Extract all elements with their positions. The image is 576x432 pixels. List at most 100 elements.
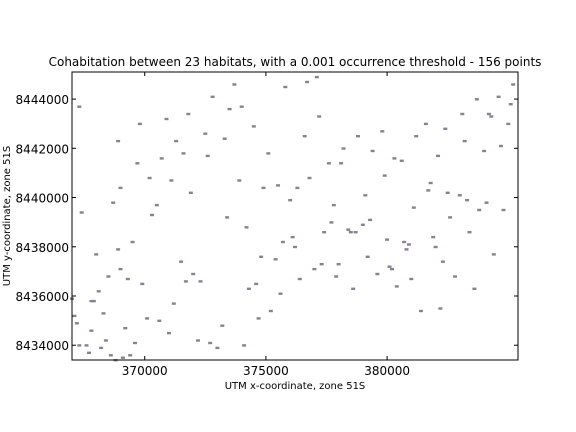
scatter-point [392,157,396,159]
scatter-point [354,231,358,233]
scatter-point [75,322,79,324]
scatter-point [356,135,360,137]
scatter-point [167,332,171,334]
scatter-point [419,310,423,312]
scatter-point [385,238,389,240]
scatter-point [155,204,159,206]
scatter-point [247,288,251,290]
x-axis-label: UTM x-coordinate, zone 51S [225,381,366,392]
scatter-point [375,273,379,275]
scatter-point [368,219,372,221]
scatter-point [123,327,127,329]
scatter-point [245,226,249,228]
scatter-point [279,293,283,295]
scatter-point [208,342,212,344]
scatter-point [87,352,91,354]
scatter-point [448,216,452,218]
scatter-point [281,241,285,243]
scatter-point [303,135,307,137]
scatter-point [351,288,355,290]
scatter-point [223,138,227,140]
scatter-point [199,280,203,282]
scatter-point [94,253,98,255]
points-layer [70,76,515,362]
scatter-point [424,123,428,125]
scatter-point [262,187,266,189]
scatter-point [165,118,169,120]
scatter-point [257,317,261,319]
scatter-point [329,221,333,223]
scatter-point [346,229,350,231]
scatter-point [186,113,190,115]
scatter-point [366,256,370,258]
scatter-point [111,202,115,204]
scatter-point [453,275,457,277]
scatter-point [390,268,394,270]
scatter-point [196,339,200,341]
scatter-point [274,258,278,260]
scatter-point [237,179,241,181]
scatter-point [315,76,319,78]
y-axis-ticks: 8434000 8436000 8438000 8440000 8442000 84440… [16,93,518,353]
scatter-point [298,278,302,280]
scatter-point [169,179,173,181]
scatter-point [225,216,229,218]
scatter-point [220,325,224,327]
scatter-point [320,263,324,265]
scatter-point [283,86,287,88]
scatter-point [429,182,433,184]
scatter-point [487,113,491,115]
scatter-point [414,135,418,137]
y-tick-label: 8438000 [16,241,69,255]
scatter-point [371,150,375,152]
scatter-point [463,140,467,142]
scatter-point [475,98,479,100]
scatter-point [172,302,176,304]
scatter-point [211,96,215,98]
scatter-point [179,261,183,263]
scatter-point [160,157,164,159]
y-tick-label: 8440000 [16,192,69,206]
scatter-point [72,315,76,317]
scatter-point [327,162,331,164]
scatter-point [135,162,139,164]
scatter-point [434,246,438,248]
scatter-point [126,278,130,280]
scatter-point [431,236,435,238]
scatter-point [150,214,154,216]
scatter-point [106,275,110,277]
scatter-point [259,256,263,258]
scatter-point [269,310,273,312]
scatter-point [89,300,93,302]
scatter-point [492,253,496,255]
x-tick-label: 370000 [122,364,168,378]
scatter-point [174,140,178,142]
scatter-point [400,160,404,162]
scatter-point [395,285,399,287]
scatter-point [104,339,108,341]
scatter-point [405,248,409,250]
scatter-point [497,96,501,98]
scatter-point [361,224,365,226]
scatter-point [363,194,367,196]
scatter-point [443,128,447,130]
scatter-point [182,152,186,154]
scatter-point [89,330,93,332]
scatter-point [308,177,312,179]
scatter-point [140,283,144,285]
scatter-point [184,280,188,282]
scatter-point [145,317,149,319]
scatter-point [116,248,120,250]
plot-frame [72,72,518,360]
scatter-point [322,231,326,233]
x-tick-label: 375000 [243,364,289,378]
scatter-point [468,231,472,233]
scatter-point [339,162,343,164]
scatter-point [317,115,321,117]
scatter-point [131,241,135,243]
scatter-point [465,199,469,201]
scatter-point [121,357,125,359]
y-tick-label: 8442000 [16,142,69,156]
scatter-point [266,152,270,154]
scatter-point [295,187,299,189]
